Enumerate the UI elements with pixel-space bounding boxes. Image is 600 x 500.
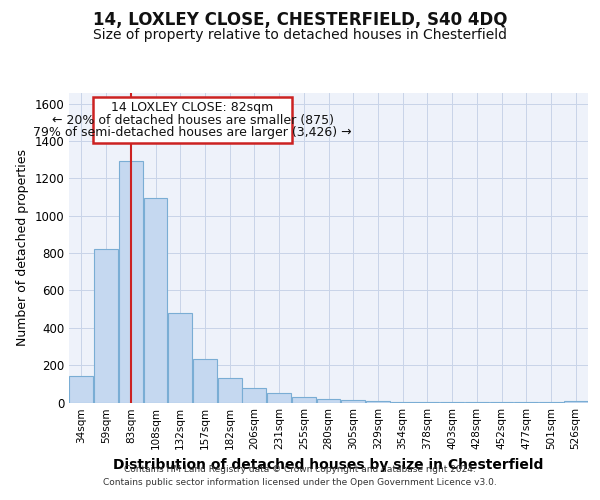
Text: Contains public sector information licensed under the Open Government Licence v3: Contains public sector information licen… <box>103 478 497 487</box>
FancyBboxPatch shape <box>93 97 292 143</box>
Bar <box>341 400 365 402</box>
Text: 14, LOXLEY CLOSE, CHESTERFIELD, S40 4DQ: 14, LOXLEY CLOSE, CHESTERFIELD, S40 4DQ <box>93 11 507 29</box>
Text: Contains HM Land Registry data © Crown copyright and database right 2024.: Contains HM Land Registry data © Crown c… <box>124 466 476 474</box>
Bar <box>193 358 217 403</box>
Y-axis label: Number of detached properties: Number of detached properties <box>16 149 29 346</box>
Bar <box>143 198 167 402</box>
Bar <box>242 388 266 402</box>
Text: 79% of semi-detached houses are larger (3,426) →: 79% of semi-detached houses are larger (… <box>33 126 352 140</box>
Bar <box>292 397 316 402</box>
Bar <box>317 399 340 402</box>
Text: 14 LOXLEY CLOSE: 82sqm: 14 LOXLEY CLOSE: 82sqm <box>112 100 274 114</box>
Bar <box>218 378 242 402</box>
Text: Size of property relative to detached houses in Chesterfield: Size of property relative to detached ho… <box>93 28 507 42</box>
Bar <box>366 400 390 402</box>
Text: ← 20% of detached houses are smaller (875): ← 20% of detached houses are smaller (87… <box>52 114 334 126</box>
Bar <box>119 160 143 402</box>
Bar <box>70 376 94 402</box>
Bar <box>168 313 192 402</box>
Bar <box>267 393 291 402</box>
Bar <box>563 400 587 402</box>
X-axis label: Distribution of detached houses by size in Chesterfield: Distribution of detached houses by size … <box>113 458 544 472</box>
Bar <box>94 250 118 402</box>
